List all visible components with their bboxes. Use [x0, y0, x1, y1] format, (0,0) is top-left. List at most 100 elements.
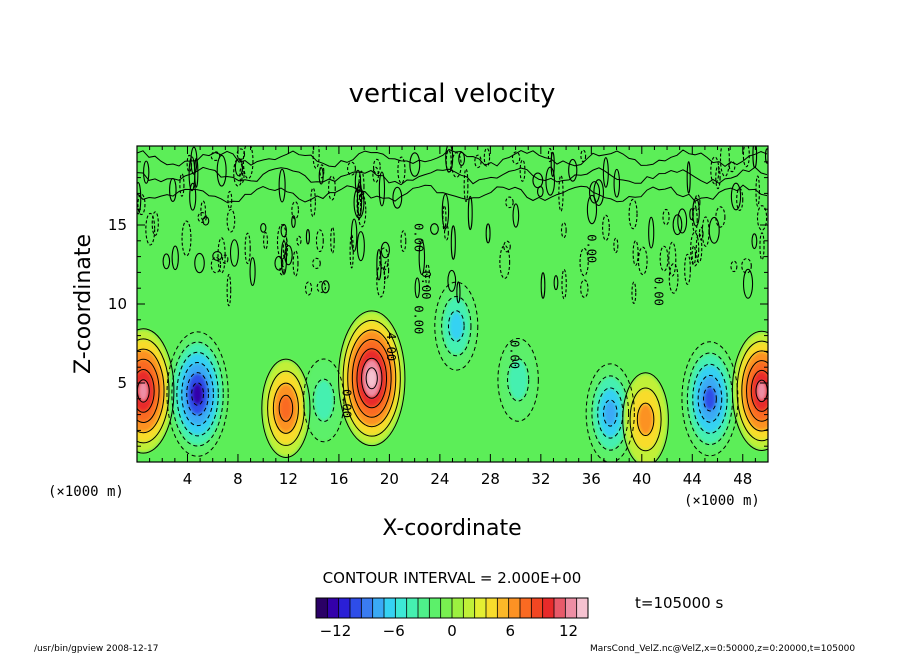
colorbar-segment	[474, 598, 487, 618]
contour-label: 0.00	[508, 340, 522, 369]
small-contour	[755, 175, 760, 207]
small-contour	[463, 168, 469, 203]
small-contour	[580, 149, 587, 163]
x-axis-unit-left: (×1000 m)	[48, 484, 124, 500]
x-tick-label: 24	[430, 470, 449, 488]
contour-line	[585, 363, 635, 462]
small-contour	[764, 148, 768, 164]
colorbar-segment	[316, 598, 328, 618]
x-tick-label: 44	[683, 470, 702, 488]
x-tick-label: 4	[183, 470, 193, 488]
small-contour	[226, 274, 232, 307]
contour-line	[636, 402, 655, 437]
small-contour	[210, 256, 222, 274]
colorbar-segment	[327, 598, 339, 618]
small-contour	[751, 233, 758, 250]
small-contour	[280, 223, 287, 238]
colorbar-segment	[384, 598, 396, 618]
updraft-region	[138, 380, 149, 402]
x-tick-label: 8	[233, 470, 243, 488]
small-contour	[648, 216, 655, 249]
velocity-field	[137, 283, 768, 462]
small-contour	[519, 159, 526, 182]
contour-line	[261, 358, 311, 458]
small-contour	[672, 214, 683, 236]
contour-labels: 4.00 0.00 0.00 0.00 0.00 0.00 0.00 0.00	[340, 223, 666, 418]
contour-line	[507, 358, 530, 402]
contour-line	[312, 378, 335, 423]
small-contour	[456, 281, 461, 304]
small-contour	[304, 281, 313, 296]
small-contour	[695, 233, 703, 263]
y-tick-label: 15	[108, 216, 127, 234]
contour-line	[137, 338, 170, 444]
small-contour	[291, 215, 296, 228]
small-contour	[330, 226, 335, 254]
small-contour	[561, 268, 567, 300]
updraft-region	[756, 381, 767, 401]
small-contour	[315, 229, 324, 253]
small-contour	[483, 147, 491, 167]
small-contour	[284, 245, 293, 266]
contour-line	[342, 319, 401, 437]
small-contour	[499, 244, 511, 279]
contour-line	[137, 348, 165, 434]
small-contour	[380, 241, 390, 259]
small-contour	[710, 156, 720, 185]
wavy-contour	[137, 184, 768, 203]
colorbar-segment	[542, 598, 555, 618]
y-axis-label: Z-coordinate	[71, 234, 96, 374]
small-contour	[742, 268, 754, 299]
small-contour	[212, 251, 223, 261]
small-contour	[249, 257, 256, 286]
contour-label: 0.00	[585, 234, 599, 263]
small-contour	[292, 250, 299, 277]
small-contour	[312, 146, 320, 169]
downdraft-region	[192, 383, 203, 405]
small-contour	[553, 275, 559, 291]
contour-line	[272, 382, 299, 434]
small-contour	[316, 281, 327, 293]
small-contour	[189, 182, 197, 211]
contour-line	[365, 367, 378, 390]
small-contour	[354, 169, 362, 194]
small-contour	[234, 158, 244, 177]
contour-line	[137, 358, 160, 423]
x-axis-ticks: 4 8 12 16 20 24 28 32 36 40 44 48	[149, 146, 756, 488]
contour-line	[356, 348, 388, 409]
small-contour	[668, 263, 679, 294]
small-contour	[418, 239, 426, 276]
small-contour	[328, 175, 336, 201]
small-contour	[602, 157, 609, 188]
x-tick-label: 12	[279, 470, 298, 488]
contour-line	[278, 394, 294, 422]
colorbar-segment	[565, 598, 577, 618]
y-tick-label: 5	[117, 374, 127, 392]
contour-line	[191, 382, 205, 406]
colorbar-segment	[576, 598, 589, 618]
contour-line	[351, 338, 392, 418]
contour-label: 4.00	[384, 332, 398, 361]
small-contour	[162, 253, 171, 270]
small-contour	[659, 245, 669, 272]
small-contour	[560, 222, 567, 239]
contour-line	[181, 361, 214, 427]
x-tick-label: 16	[329, 470, 348, 488]
small-contour	[373, 158, 381, 175]
contour-interval-text: CONTOUR INTERVAL = 2.000E+00	[323, 569, 582, 587]
colorbar-segment	[497, 598, 509, 618]
contour-line	[137, 328, 175, 454]
contour-line	[176, 351, 219, 437]
updraft-region	[367, 368, 377, 388]
small-contour	[445, 146, 454, 173]
contour-line	[447, 310, 465, 342]
downdraft-region	[604, 400, 617, 426]
y-tick-label: 10	[108, 295, 127, 313]
colorbar-segment	[406, 598, 419, 618]
small-contour	[759, 232, 765, 261]
y-axis-ticks: 5 10 15	[108, 161, 768, 447]
downdraft-region	[449, 311, 464, 341]
small-contour	[730, 260, 738, 273]
small-contour	[383, 260, 390, 280]
